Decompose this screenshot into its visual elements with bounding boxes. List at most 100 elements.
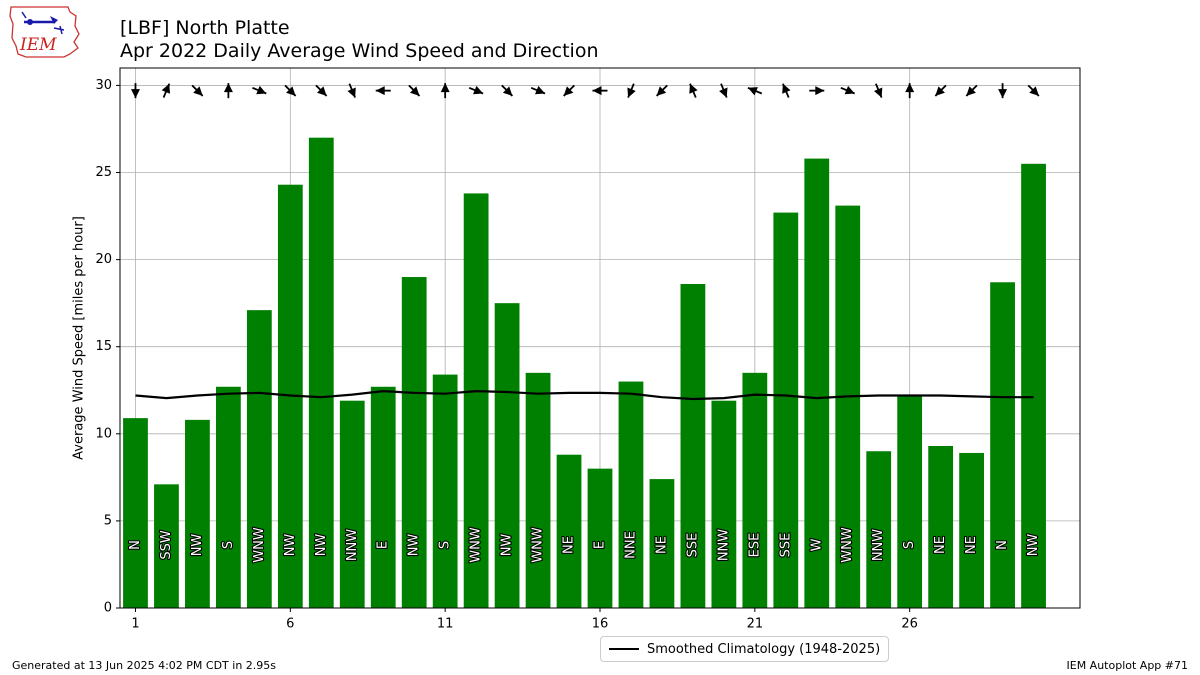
- wind-arrow-head: [347, 87, 356, 98]
- bar: [928, 446, 954, 608]
- direction-label: N: [128, 540, 143, 550]
- wind-arrow-head: [161, 83, 170, 94]
- x-tick-label: 16: [592, 617, 609, 632]
- bar: [649, 479, 675, 608]
- direction-label: NW: [190, 534, 205, 557]
- direction-label: N: [995, 540, 1010, 550]
- bar: [959, 452, 984, 608]
- direction-label: W: [809, 538, 824, 551]
- y-tick-label: 10: [95, 426, 112, 441]
- y-tick-label: 0: [104, 601, 112, 616]
- wind-arrow-head: [627, 87, 636, 98]
- x-tick-label: 21: [747, 617, 764, 632]
- bar: [742, 372, 768, 608]
- direction-label: E: [376, 541, 391, 549]
- chart-subtitle: Apr 2022 Daily Average Wind Speed and Di…: [120, 40, 599, 62]
- legend-line-swatch: [609, 648, 639, 650]
- bar: [556, 454, 582, 608]
- wind-arrow-head: [966, 86, 976, 96]
- iem-logo: IEM: [9, 6, 80, 58]
- direction-label: NW: [500, 534, 515, 557]
- wind-arrow-head: [256, 85, 267, 95]
- x-tick-label: 26: [901, 617, 918, 632]
- wind-arrow-head: [689, 83, 698, 94]
- bar: [308, 137, 334, 608]
- y-tick-label: 30: [95, 78, 112, 93]
- x-tick-label: 1: [131, 617, 139, 632]
- direction-label: NE: [933, 536, 948, 554]
- legend: Smoothed Climatology (1948-2025): [600, 636, 890, 662]
- direction-label: S: [902, 541, 917, 549]
- direction-label: NNE: [623, 531, 638, 559]
- app-credit: IEM Autoplot App #71: [1066, 659, 1189, 672]
- bar: [618, 381, 644, 608]
- wind-arrow-head: [844, 85, 855, 95]
- y-tick-label: 20: [95, 252, 112, 267]
- wind-arrow-head: [998, 89, 1008, 99]
- bar: [246, 310, 272, 608]
- bar: [897, 395, 923, 608]
- wind-arrow-head: [935, 86, 945, 96]
- wind-arrow-head: [747, 87, 758, 96]
- climatology-line: [135, 389, 1034, 401]
- bar: [525, 372, 551, 608]
- bar: [494, 303, 520, 608]
- wind-arrow-head: [1029, 86, 1039, 96]
- wind-arrow-head: [782, 83, 791, 94]
- legend-label: Smoothed Climatology (1948-2025): [647, 641, 881, 657]
- bar: [680, 284, 706, 608]
- y-tick-label: 15: [95, 339, 112, 354]
- wind-arrow-head: [223, 83, 233, 93]
- y-axis-label: Average Wind Speed [miles per hour]: [72, 216, 87, 460]
- direction-label: WNW: [531, 527, 546, 563]
- direction-label: NW: [407, 534, 422, 557]
- bar: [154, 484, 179, 608]
- bar: [990, 282, 1015, 608]
- direction-label: S: [438, 541, 453, 549]
- bar: [773, 212, 799, 609]
- direction-label: E: [593, 541, 608, 549]
- direction-label: NE: [562, 536, 577, 554]
- bar: [866, 451, 892, 608]
- bar: [804, 158, 830, 609]
- bar: [401, 277, 427, 608]
- direction-label: NW: [283, 534, 298, 557]
- bar: [432, 374, 458, 608]
- direction-label: NNW: [716, 529, 731, 561]
- bar: [339, 400, 365, 608]
- wind-arrow-head: [502, 86, 513, 96]
- x-tick-label: 11: [437, 617, 454, 632]
- generated-timestamp: Generated at 13 Jun 2025 4:02 PM CDT in …: [12, 659, 277, 672]
- wind-arrow-head: [375, 86, 385, 96]
- direction-label: SSE: [685, 533, 700, 558]
- direction-label: NW: [314, 534, 329, 557]
- bar: [711, 400, 737, 608]
- y-tick-label: 25: [95, 165, 112, 180]
- wind-arrow-head: [317, 86, 327, 96]
- bar: [1021, 163, 1046, 608]
- x-tick-label: 6: [286, 617, 294, 632]
- bar: [835, 205, 861, 608]
- direction-label: NE: [964, 536, 979, 554]
- bar: [463, 193, 489, 608]
- direction-label: WNW: [469, 527, 484, 563]
- wind-arrow-head: [815, 86, 825, 96]
- bar: [587, 468, 613, 608]
- chart-title: [LBF] North Platte: [120, 17, 290, 39]
- wind-arrow-head: [410, 86, 420, 96]
- y-tick-label: 5: [104, 513, 112, 528]
- wind-arrow-head: [905, 83, 915, 93]
- wind-arrow-head: [656, 86, 667, 96]
- direction-label: S: [221, 541, 236, 549]
- wind-arrow-head: [563, 86, 574, 96]
- wind-arrow-head: [440, 83, 450, 93]
- direction-label: NW: [1026, 534, 1041, 557]
- direction-label: WNW: [252, 527, 267, 563]
- wind-arrow-head: [719, 87, 728, 98]
- wind-arrow-head: [286, 86, 296, 96]
- direction-label: NNW: [345, 529, 360, 561]
- bar: [185, 419, 210, 608]
- bar: [216, 386, 241, 608]
- logo-text: IEM: [19, 35, 57, 55]
